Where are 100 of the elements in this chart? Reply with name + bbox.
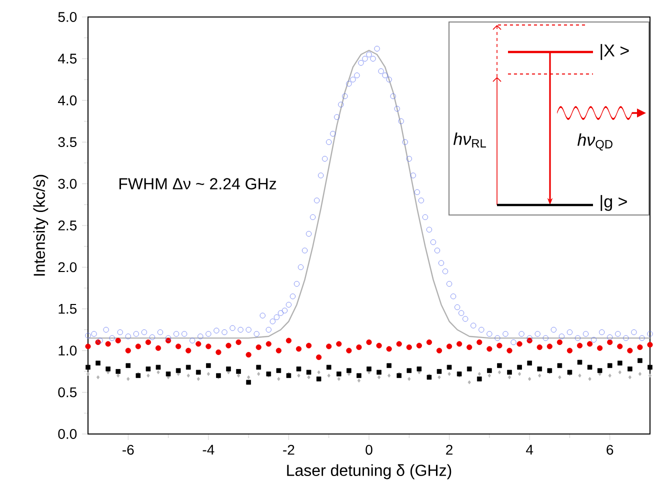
- point: [588, 376, 592, 381]
- x-axis-title: Laser detuning δ (GHz): [287, 464, 452, 480]
- y-tick-label: 2.0: [58, 262, 77, 272]
- point: [618, 370, 622, 374]
- point: [246, 380, 251, 385]
- point: [186, 364, 191, 370]
- point: [516, 341, 522, 347]
- point: [438, 375, 441, 380]
- point: [155, 345, 162, 351]
- point: [166, 372, 171, 376]
- point: [126, 376, 130, 381]
- point: [408, 376, 411, 381]
- point: [497, 363, 502, 368]
- point: [448, 372, 451, 376]
- point: [135, 344, 141, 350]
- point: [627, 348, 633, 354]
- point: [226, 366, 231, 372]
- point: [307, 375, 310, 380]
- point: [388, 374, 391, 378]
- point: [326, 344, 332, 350]
- point: [106, 366, 110, 372]
- point: [486, 346, 492, 352]
- point: [296, 346, 302, 352]
- point: [286, 338, 292, 344]
- annotation: hν$_{QD}$: [577, 133, 612, 151]
- point: [146, 374, 150, 378]
- point: [466, 366, 472, 372]
- point: [617, 344, 623, 350]
- point: [507, 370, 512, 375]
- y-tick-label: 0.0: [58, 429, 77, 439]
- point: [126, 363, 131, 368]
- point: [538, 374, 542, 378]
- point: [546, 344, 552, 350]
- point: [247, 375, 250, 380]
- point: [256, 344, 262, 350]
- point: [176, 344, 182, 350]
- point: [156, 370, 160, 374]
- point: [476, 376, 482, 382]
- x-tick-label: 4: [526, 444, 534, 454]
- point: [406, 344, 412, 350]
- point: [578, 374, 582, 378]
- point: [257, 372, 260, 376]
- point: [406, 368, 412, 374]
- point: [266, 341, 272, 347]
- point: [346, 348, 352, 354]
- point: [597, 345, 603, 351]
- point: [608, 374, 612, 378]
- point: [416, 342, 422, 348]
- point: [496, 342, 502, 348]
- point: [206, 372, 210, 376]
- point: [206, 344, 212, 350]
- y-tick-label: 1.0: [58, 346, 77, 356]
- point: [337, 376, 340, 381]
- point: [246, 352, 252, 358]
- point: [256, 364, 262, 370]
- point: [316, 354, 322, 360]
- point: [326, 364, 332, 370]
- y-tick-label: 5.0: [58, 12, 77, 22]
- point: [396, 373, 402, 378]
- point: [136, 373, 141, 378]
- point: [286, 373, 292, 378]
- point: [216, 349, 222, 356]
- point: [356, 344, 362, 350]
- point: [346, 368, 352, 374]
- point: [236, 369, 241, 374]
- point: [316, 376, 322, 382]
- point: [537, 366, 542, 372]
- point: [617, 360, 622, 366]
- point: [628, 366, 632, 372]
- point: [297, 374, 300, 378]
- point: [356, 373, 362, 378]
- point: [186, 348, 192, 354]
- x-tick-label: -6: [122, 444, 134, 455]
- point: [236, 339, 242, 346]
- point: [125, 348, 131, 354]
- point: [306, 342, 312, 348]
- y-tick-label: 0.5: [58, 387, 77, 398]
- point: [206, 363, 211, 368]
- point: [426, 339, 432, 346]
- point: [196, 370, 201, 375]
- point: [377, 375, 381, 380]
- point: [558, 375, 562, 380]
- point: [478, 372, 481, 376]
- point: [86, 364, 90, 370]
- x-tick-label: 0: [366, 444, 372, 455]
- point: [446, 344, 452, 350]
- point: [488, 374, 491, 378]
- point: [528, 376, 532, 381]
- point: [376, 370, 382, 375]
- x-tick-label: -4: [202, 444, 214, 454]
- point: [566, 348, 573, 354]
- point: [86, 372, 90, 376]
- point: [116, 369, 121, 374]
- point: [648, 364, 652, 370]
- point: [386, 363, 392, 368]
- point: [156, 364, 161, 370]
- point: [468, 380, 471, 384]
- point: [607, 363, 612, 368]
- annotation: hν$_{RL}$: [453, 132, 486, 148]
- point: [186, 374, 190, 378]
